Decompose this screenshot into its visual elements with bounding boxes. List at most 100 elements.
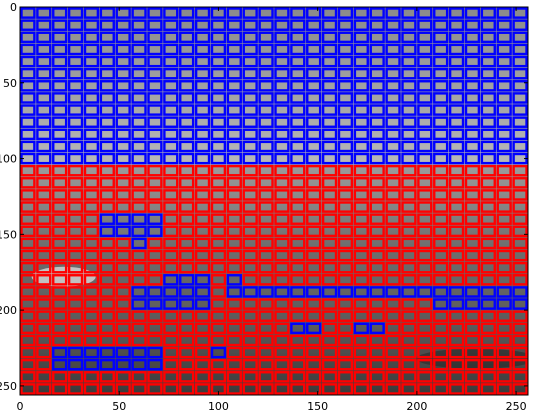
cell-sky [163, 116, 179, 128]
cell-sky [448, 286, 465, 298]
cell-sky [433, 116, 449, 128]
cell-sky [67, 7, 84, 19]
cell-sky [353, 55, 369, 68]
cell-ground [512, 189, 528, 201]
cell-sky [242, 67, 258, 80]
cell-ground [258, 225, 274, 238]
cell-ground [36, 358, 52, 371]
cell-sky [147, 116, 163, 128]
cell-ground [353, 189, 369, 201]
cell-ground [20, 249, 36, 262]
cell-sky [20, 19, 36, 31]
cell-sky [147, 128, 163, 141]
cell-sky [131, 346, 147, 359]
plot-frame [19, 6, 529, 396]
cell-ground [115, 274, 131, 286]
cell-sky [369, 55, 385, 68]
cell-ground [306, 189, 322, 201]
cell-ground [274, 164, 290, 177]
cell-ground [480, 274, 496, 286]
cell-sky [385, 92, 401, 104]
cell-sky [179, 298, 195, 310]
cell-sky [179, 274, 195, 286]
cell-ground [448, 383, 465, 395]
cell-ground [353, 225, 369, 238]
cell-ground [353, 237, 369, 250]
cell-sky [306, 67, 322, 80]
cell-ground [448, 189, 465, 201]
cell-sky [115, 346, 131, 359]
cell-ground [99, 237, 115, 250]
cell-ground [369, 274, 385, 286]
cell-sky [179, 140, 195, 153]
cell-ground [242, 334, 258, 347]
cell-sky [258, 104, 274, 116]
cell-ground [321, 310, 338, 322]
cell-ground [464, 249, 481, 262]
cell-ground [163, 213, 179, 225]
cell-ground [179, 358, 195, 371]
cell-ground [496, 164, 512, 177]
cell-ground [480, 322, 496, 335]
cell-ground [242, 322, 258, 335]
cell-sky [99, 92, 115, 104]
cell-ground [194, 310, 211, 322]
cell-sky [20, 140, 36, 153]
cell-sky [226, 43, 242, 56]
cell-sky [433, 43, 449, 56]
cell-ground [448, 177, 465, 189]
cell-sky [67, 67, 84, 80]
cell-sky [306, 55, 322, 68]
cell-ground [353, 358, 369, 371]
cell-ground [131, 201, 147, 213]
cell-sky [385, 140, 401, 153]
cell-ground [67, 371, 84, 383]
cell-ground [417, 261, 433, 274]
cell-ground [337, 201, 354, 213]
cell-sky [385, 67, 401, 80]
cell-sky [480, 80, 496, 92]
cell-ground [36, 383, 52, 395]
cell-sky [369, 322, 385, 335]
cell-sky [480, 128, 496, 141]
cell-sky [210, 152, 227, 165]
cell-ground [369, 261, 385, 274]
cell-ground [433, 334, 449, 347]
cell-ground [321, 201, 338, 213]
cell-sky [163, 19, 179, 31]
cell-ground [290, 213, 306, 225]
cell-ground [290, 310, 306, 322]
cell-ground [242, 189, 258, 201]
cell-ground [131, 383, 147, 395]
cell-sky [448, 128, 465, 141]
cell-sky [464, 80, 481, 92]
cell-sky [83, 7, 100, 19]
cell-sky [20, 67, 36, 80]
cell-ground [36, 189, 52, 201]
cell-ground [147, 383, 163, 395]
cell-sky [274, 128, 290, 141]
cell-ground [226, 189, 242, 201]
cell-sky [290, 140, 306, 153]
cell-sky [163, 92, 179, 104]
cell-ground [512, 371, 528, 383]
cell-sky [194, 104, 211, 116]
cell-sky [321, 92, 338, 104]
cell-sky [496, 19, 512, 31]
cell-ground [337, 237, 354, 250]
cell-sky [369, 104, 385, 116]
cell-ground [385, 261, 401, 274]
cell-sky [306, 7, 322, 19]
cell-ground [210, 261, 227, 274]
cell-ground [163, 237, 179, 250]
cell-ground [433, 189, 449, 201]
cell-sky [99, 128, 115, 141]
cell-ground [67, 225, 84, 238]
cell-sky [194, 152, 211, 165]
cell-ground [448, 334, 465, 347]
cell-sky [385, 7, 401, 19]
cell-sky [210, 19, 227, 31]
cell-sky [52, 346, 68, 359]
cell-sky [369, 286, 385, 298]
